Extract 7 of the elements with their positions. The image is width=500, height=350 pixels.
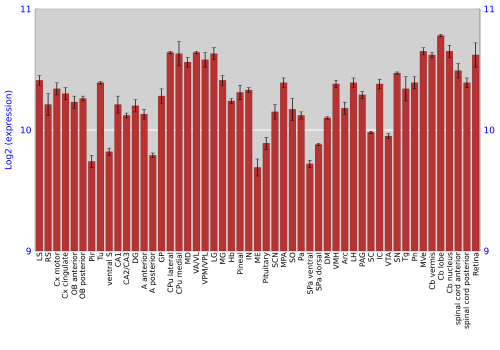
y2-tick-label: 9 bbox=[484, 248, 489, 254]
y-tick-label: 11 bbox=[21, 6, 31, 12]
y-tick-label: 9 bbox=[26, 248, 31, 254]
y-tick-label: 10 bbox=[21, 126, 31, 134]
y-axis-title: Log2 (expression) bbox=[4, 90, 14, 170]
y2-tick-label: 11 bbox=[484, 6, 494, 12]
y2-tick-label: 10 bbox=[484, 126, 494, 134]
